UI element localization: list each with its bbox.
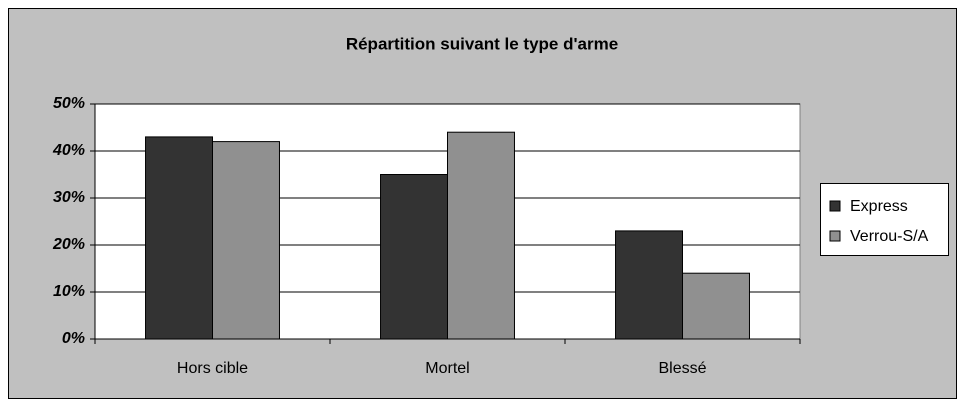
legend-swatch	[829, 200, 841, 212]
bar	[615, 230, 684, 340]
chart-title: Répartition suivant le type d'arme	[346, 34, 618, 53]
legend	[820, 183, 949, 256]
bar	[447, 131, 515, 340]
bar	[212, 141, 280, 340]
y-tick-label: 40%	[52, 142, 85, 159]
x-tick-label: Hors cible	[177, 360, 248, 377]
y-tick-label: 10%	[53, 283, 85, 300]
y-tick-label: 0%	[62, 330, 85, 347]
x-tick-label: Mortel	[425, 360, 469, 377]
x-tick-label: Blessé	[658, 360, 706, 377]
y-tick-label: 30%	[53, 189, 85, 206]
bar	[380, 174, 448, 340]
y-tick-label: 20%	[52, 236, 85, 253]
legend-swatch	[829, 230, 841, 242]
bar	[682, 272, 750, 340]
bar	[145, 136, 213, 340]
legend-label: Verrou-S/A	[850, 228, 929, 245]
y-tick-label: 50%	[53, 95, 85, 112]
legend-label: Express	[850, 198, 908, 215]
